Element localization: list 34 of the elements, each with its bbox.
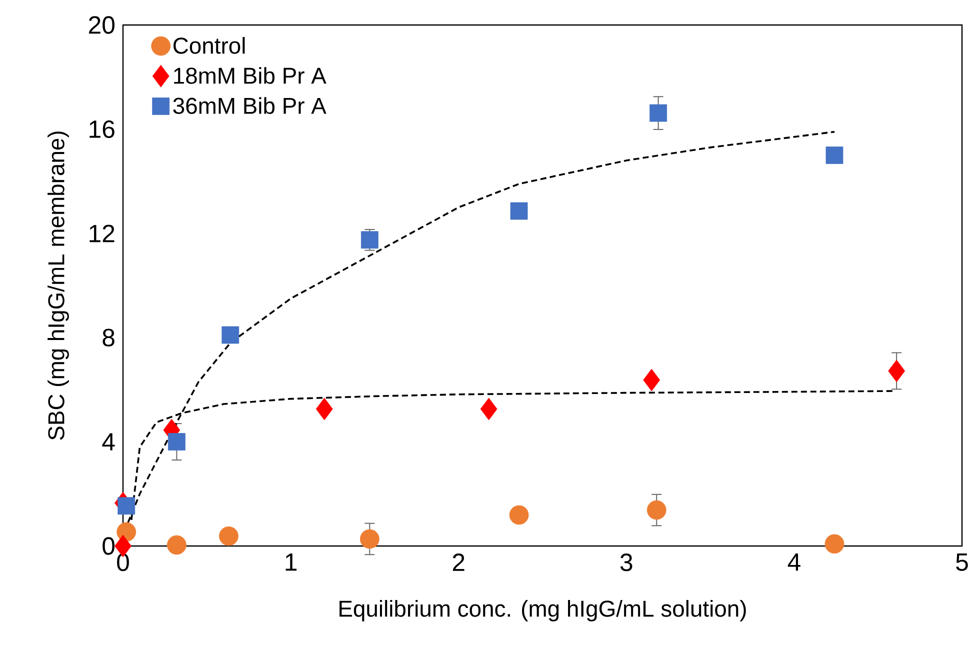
y-axis-title: SBC (mg hIgG/mL membrane)	[48, 132, 69, 440]
point	[118, 497, 136, 515]
point	[646, 500, 666, 520]
point	[222, 326, 240, 344]
x-tick-label: 5	[956, 554, 968, 571]
point	[316, 398, 333, 420]
point	[888, 360, 906, 382]
point	[824, 534, 844, 554]
point	[480, 398, 498, 420]
point	[360, 231, 378, 249]
x-tick-label: 4	[788, 554, 800, 571]
y-tick-label: 12	[90, 224, 114, 242]
point	[650, 104, 667, 122]
x-tick-label: 2	[452, 554, 464, 571]
legend-label: 18mM Bib Pr A	[174, 67, 326, 84]
y-tick-label: 8	[102, 328, 114, 346]
y-tick-label: 20	[89, 16, 114, 34]
point	[166, 535, 186, 555]
legend-label: 36mM Bib Pr A	[173, 97, 326, 114]
x-tick-label: 3	[620, 554, 632, 572]
y-tick-label: 4	[102, 433, 115, 450]
legend-label: Control	[174, 36, 245, 54]
point	[116, 522, 136, 542]
point	[360, 529, 380, 549]
point	[510, 202, 528, 220]
point	[219, 526, 238, 546]
point	[509, 505, 529, 525]
x-axis-title: Equilibrium conc. (mg hIgG/mL solution)	[340, 600, 746, 622]
x-tick-label: 1	[286, 554, 297, 571]
point	[826, 146, 844, 164]
point	[643, 368, 660, 392]
point	[168, 433, 186, 450]
y-tick-label: 0	[102, 537, 115, 555]
y-tick-label: 16	[90, 120, 114, 138]
